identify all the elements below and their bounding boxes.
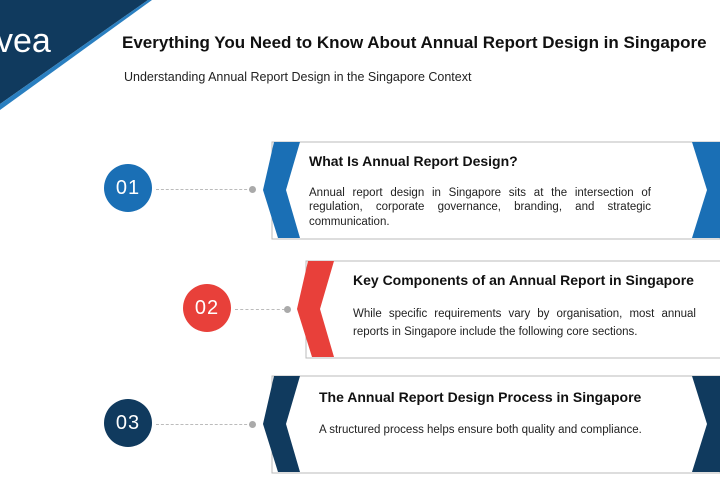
connector-line (156, 189, 252, 190)
section-body: Annual report design in Singapore sits a… (309, 187, 651, 228)
section-body: A structured process helps ensure both q… (319, 424, 642, 436)
section-card-frame (263, 375, 720, 474)
connector-dot (249, 186, 256, 193)
page-title: Everything You Need to Know About Annual… (122, 33, 707, 52)
connector-dot (249, 421, 256, 428)
section-title: The Annual Report Design Process in Sing… (319, 389, 642, 405)
connector-dot (284, 306, 291, 313)
logo-background (0, 0, 152, 110)
section-card-frame (297, 260, 720, 359)
connector-line (156, 424, 252, 425)
section-body: While specific requirements vary by orga… (353, 308, 696, 339)
section-number-badge: 01 (104, 164, 152, 212)
logo: vea (0, 22, 51, 60)
section-number-badge: 03 (104, 399, 152, 447)
section-title: What Is Annual Report Design? (309, 153, 518, 169)
connector-line (235, 309, 285, 310)
page-subtitle: Understanding Annual Report Design in th… (124, 70, 472, 84)
section-number-badge: 02 (183, 284, 231, 332)
section-card-frame (263, 141, 720, 240)
section-title: Key Components of an Annual Report in Si… (353, 272, 694, 288)
